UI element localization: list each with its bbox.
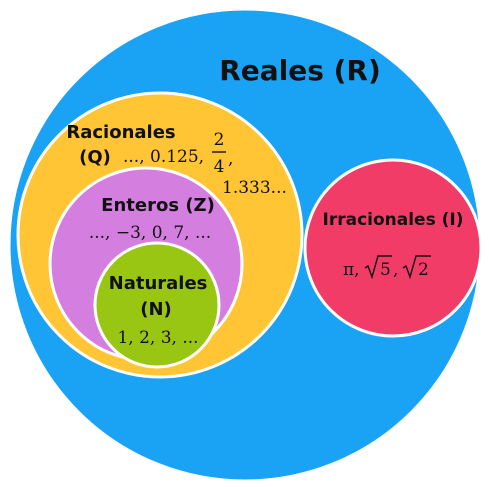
racionales-examples-suffix: 1.333... xyxy=(222,178,287,198)
naturales-label-line2: (N) xyxy=(140,299,172,320)
enteros-label: Enteros (Z) xyxy=(101,195,215,216)
irracionales-examples-pi: π, xyxy=(343,260,360,280)
racionales-fraction-denominator: 4 xyxy=(214,157,225,177)
enteros-examples: ..., −3, 0, 7, ... xyxy=(89,223,211,243)
sqrt-symbol-2 xyxy=(402,255,431,280)
irracionales-sqrt-radicand-2: 2 xyxy=(418,260,429,280)
racionales-label-line2: (Q) xyxy=(79,147,111,168)
irracionales-sqrt-radicand-1: 5 xyxy=(380,260,391,280)
racionales-label-line1: Racionales xyxy=(66,122,175,143)
irracionales-examples-comma: , xyxy=(393,260,398,280)
naturales-label-line1: Naturales xyxy=(109,273,208,294)
racionales-fraction-numerator: 2 xyxy=(214,130,225,150)
reales-label: Reales (R) xyxy=(219,54,381,87)
naturales-circle xyxy=(93,241,221,369)
racionales-examples-prefix: ..., 0.125, xyxy=(123,147,204,167)
irracionales-label: Irracionales (I) xyxy=(323,210,464,230)
racionales-fraction-comma: , xyxy=(228,149,233,169)
irracionales-circle xyxy=(303,158,483,338)
naturales-examples: 1, 2, 3, ... xyxy=(117,328,198,348)
sqrt-symbol-1 xyxy=(364,255,392,280)
